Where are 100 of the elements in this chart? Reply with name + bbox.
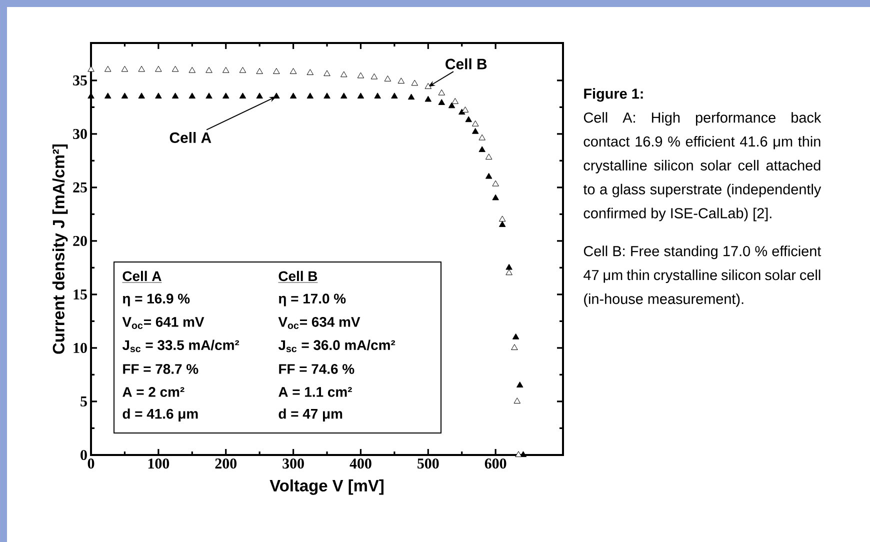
point: [273, 68, 280, 74]
point: [206, 66, 212, 73]
point: [256, 68, 263, 74]
point: [306, 92, 314, 99]
point: [506, 264, 512, 270]
point: [512, 333, 520, 340]
annotation: Cell A: [170, 132, 212, 143]
x-axis-title: Voltage V [mV]: [270, 479, 384, 495]
annotation: J$_{sc}$ = 36.0 mA/cm²: [278, 340, 396, 352]
point: [438, 99, 445, 105]
x-tick-label: 200: [215, 458, 237, 469]
point: [384, 76, 392, 82]
point: [155, 92, 162, 99]
point: [88, 66, 94, 72]
point: [340, 92, 348, 99]
point: [340, 71, 348, 78]
y-tick-label: 25: [73, 182, 87, 192]
point: [206, 92, 212, 99]
text: Figure 1:: [584, 88, 643, 102]
point: [357, 92, 364, 99]
point: [239, 92, 246, 99]
point: [411, 80, 418, 86]
y-tick-label: 35: [73, 75, 87, 86]
point: [374, 92, 381, 99]
point: [306, 69, 314, 75]
point: [273, 92, 280, 99]
point: [492, 180, 499, 186]
point: [324, 70, 330, 76]
point: [138, 92, 145, 99]
point: [398, 78, 405, 84]
y-tick-label: 0: [80, 450, 87, 460]
point: [172, 92, 179, 99]
annotation: A = 2 cm²: [122, 387, 184, 397]
x-tick-label: 400: [350, 458, 372, 469]
point: [155, 66, 162, 72]
annotation: A = 1.1 cm²: [278, 387, 352, 397]
point: [462, 106, 469, 112]
annotation: d = 47 μm: [278, 408, 342, 422]
annotation: Cell B: [278, 270, 318, 282]
point: [391, 92, 398, 99]
annotation: FF = 74.6 %: [279, 364, 354, 374]
point: [222, 66, 230, 73]
y-tick-label: 5: [80, 396, 87, 406]
x-tick-label: 0: [88, 458, 94, 469]
point: [514, 398, 521, 404]
annotation: d = 41.6 μm: [122, 408, 198, 422]
point: [188, 92, 196, 99]
point: [472, 120, 479, 126]
point: [121, 92, 128, 99]
point: [485, 154, 492, 160]
annotation: Cell B: [446, 58, 487, 70]
point: [121, 66, 128, 72]
point: [485, 172, 492, 179]
point: [438, 89, 445, 96]
text: Cell A: High performance back contact 16.9 % efficient 41.6 μm thin crystalline silicon solar cell attached to a glass superstrate (independently confirmed by ISE-CalLab) [2].: [583, 112, 822, 222]
point: [104, 66, 112, 72]
y-axis-title: Current density J [mA/cm²]: [52, 144, 68, 354]
y-tick-label: 30: [73, 128, 87, 139]
point: [188, 66, 196, 73]
x-tick-label: 500: [418, 458, 439, 469]
point: [370, 73, 378, 80]
point: [408, 94, 415, 100]
point: [515, 451, 522, 458]
point: [465, 116, 472, 122]
annotation: η = 16.9 %: [122, 294, 190, 306]
point: [239, 66, 246, 73]
point: [498, 221, 506, 227]
point: [424, 83, 432, 89]
annotation: Cell A: [122, 270, 162, 282]
annotation: η = 17.0 %: [278, 294, 346, 306]
point: [324, 92, 330, 99]
x-tick-label: 600: [484, 458, 506, 469]
point: [448, 102, 456, 108]
point: [492, 194, 499, 200]
y-tick-label: 10: [74, 342, 87, 354]
text: Cell B: Free standing 17.0 % efficient 47 μm thin crystalline silicon solar cell (in-house measurement).: [584, 246, 822, 307]
point: [478, 134, 486, 140]
point: [498, 216, 506, 222]
point: [506, 269, 512, 276]
x-tick-label: 300: [282, 458, 304, 469]
annotation: V$_{oc}$= 634 mV: [278, 316, 360, 329]
point: [290, 68, 297, 74]
point: [290, 92, 297, 99]
point: [478, 146, 486, 152]
point: [104, 92, 112, 99]
point: [357, 72, 364, 78]
point: [472, 128, 479, 134]
annotation: V$_{oc}$= 641 mV: [122, 316, 204, 329]
point: [172, 66, 179, 72]
x-tick-label: 100: [148, 458, 170, 469]
point: [516, 382, 524, 388]
point: [511, 344, 518, 350]
point: [222, 92, 230, 99]
y-tick-label: 20: [73, 236, 87, 246]
annotation: FF = 78.7 %: [123, 364, 198, 374]
point: [452, 98, 458, 104]
y-tick-label: 15: [74, 289, 87, 300]
point: [256, 92, 263, 99]
point: [424, 96, 432, 102]
point: [138, 66, 145, 72]
